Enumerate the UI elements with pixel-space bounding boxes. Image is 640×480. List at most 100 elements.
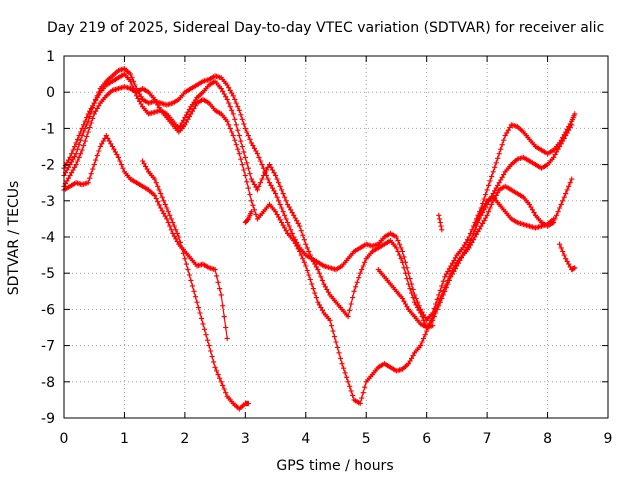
data-point [224, 96, 230, 102]
data-point [254, 151, 260, 157]
data-point [93, 108, 99, 114]
data-point [560, 138, 566, 144]
data-point [419, 314, 425, 320]
data-point [158, 205, 164, 211]
data-point [569, 176, 575, 182]
data-point [350, 392, 356, 398]
data-point [440, 292, 446, 298]
data-point [526, 201, 532, 207]
data-point [555, 146, 561, 152]
data-point [106, 138, 112, 144]
data-point [418, 343, 424, 349]
data-point [309, 256, 315, 262]
data-point [260, 165, 267, 171]
data-point [215, 279, 221, 285]
data-point [313, 264, 319, 270]
y-axis-label: SDTVAR / TECUs [6, 181, 22, 296]
data-point [226, 122, 232, 128]
data-point [473, 231, 480, 237]
data-point [469, 234, 475, 240]
data-point [251, 207, 257, 213]
data-point [90, 115, 96, 121]
data-point [283, 228, 289, 234]
data-point [161, 210, 167, 217]
data-point [396, 252, 403, 258]
data-point [87, 175, 93, 181]
data-point [97, 143, 103, 150]
data-point [88, 171, 94, 177]
data-point [224, 118, 230, 124]
data-point [348, 388, 354, 394]
data-point [189, 108, 195, 114]
data-point [273, 172, 279, 179]
data-point [331, 333, 338, 340]
data-point [250, 143, 256, 149]
data-point [301, 237, 307, 243]
data-point [554, 149, 560, 155]
data-point [254, 187, 260, 193]
data-point [451, 257, 457, 264]
data-point [248, 140, 254, 146]
data-point [79, 125, 85, 131]
data-point [442, 274, 448, 280]
data-point [316, 302, 322, 308]
data-point [351, 288, 357, 294]
y-tick-label: -4 [41, 230, 55, 246]
series-track-3 [61, 71, 575, 331]
grid [64, 56, 608, 418]
data-point [430, 317, 436, 323]
data-point [221, 91, 227, 97]
data-point [105, 135, 111, 141]
data-point [551, 216, 557, 222]
data-point [64, 178, 70, 184]
data-point [239, 116, 245, 122]
data-point [84, 133, 90, 140]
data-point [282, 225, 288, 231]
data-point [344, 374, 350, 380]
data-point [399, 248, 406, 255]
data-point [399, 295, 406, 302]
data-point [230, 111, 236, 117]
data-point [472, 223, 478, 229]
data-point [276, 214, 282, 220]
data-point [280, 222, 286, 228]
data-point [395, 238, 401, 244]
data-point [360, 390, 366, 396]
data-point [398, 256, 404, 262]
data-point [496, 151, 502, 157]
data-point [209, 353, 215, 360]
data-point [464, 244, 471, 250]
data-point [173, 236, 179, 242]
data-point [200, 321, 206, 327]
data-point [75, 158, 81, 164]
data-point [218, 379, 224, 385]
data-point [87, 124, 93, 131]
data-point [226, 100, 232, 106]
data-point [528, 204, 534, 210]
data-point [557, 205, 563, 211]
data-point [413, 302, 419, 308]
data-point [455, 260, 461, 266]
data-point [257, 158, 263, 164]
y-tick-label: -2 [41, 158, 55, 174]
data-point [176, 234, 182, 240]
data-point [354, 279, 360, 285]
data-point [493, 185, 499, 191]
data-point [395, 248, 401, 255]
data-point [223, 390, 229, 396]
data-point [67, 172, 73, 179]
data-point [177, 123, 183, 129]
y-tick-label: -3 [41, 194, 55, 210]
data-point [165, 219, 171, 226]
series-track-8 [436, 212, 445, 233]
data-point [436, 303, 442, 309]
data-point [85, 129, 91, 135]
x-tick-label: 1 [120, 431, 129, 447]
data-point [564, 130, 570, 136]
data-point [159, 208, 165, 214]
data-point [483, 200, 489, 207]
x-tick-label: 3 [241, 431, 250, 447]
data-point [436, 216, 443, 222]
data-point [572, 111, 578, 117]
data-point [560, 248, 566, 255]
